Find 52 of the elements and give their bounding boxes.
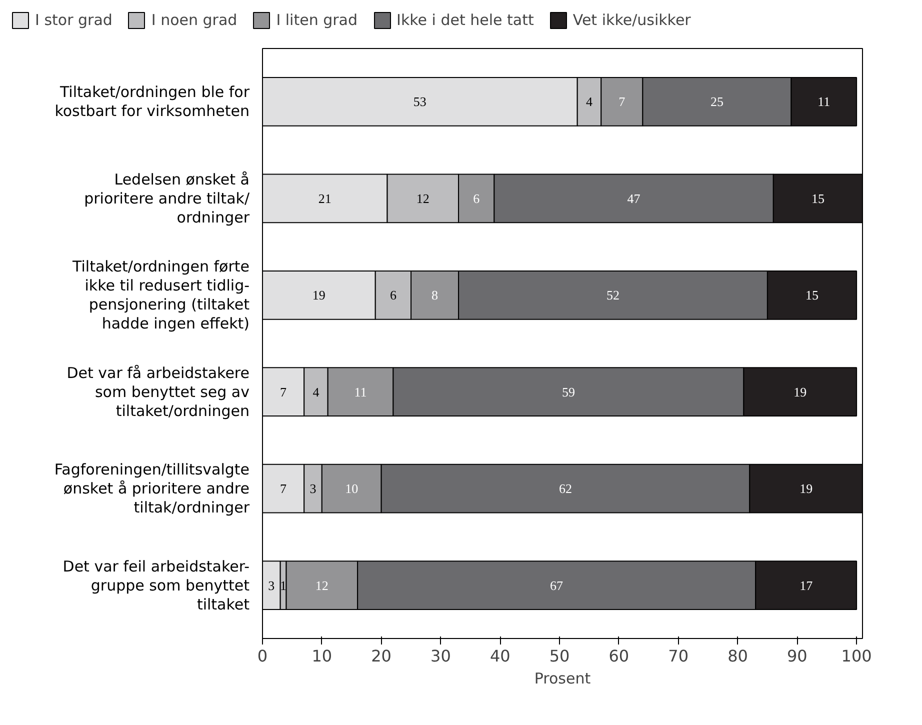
y-tick-label: Det var få arbeidstakere som benyttet seg av tiltaket/ordningen	[66, 364, 250, 420]
data-label: 11	[818, 94, 830, 110]
x-tick-label: 0	[257, 646, 268, 666]
data-label: 47	[627, 190, 641, 206]
data-label: 10	[345, 481, 358, 496]
data-label: 25	[710, 94, 724, 110]
data-label: 21	[318, 190, 332, 206]
data-label: 59	[562, 384, 575, 400]
legend-label: I noen grad	[151, 11, 238, 29]
data-label: 6	[390, 288, 397, 303]
y-tick-label: Det var feil arbeidstaker-gruppe som benyttet tiltaket	[62, 557, 250, 614]
x-tick-label: 80	[728, 646, 748, 666]
data-label: 19	[794, 384, 807, 400]
x-axis-title: Prosent	[534, 670, 591, 688]
data-label: 52	[606, 288, 620, 303]
x-tick-label: 50	[549, 646, 570, 666]
x-tick-label: 90	[786, 646, 808, 666]
y-tick-label: Ledelsen ønsket å prioritere andre tiltak/ ordninger	[84, 170, 250, 226]
data-label: 3	[268, 578, 275, 593]
x-tick-label: 60	[608, 646, 630, 666]
data-label: 4	[586, 94, 593, 110]
data-label: 53	[413, 94, 426, 110]
x-tick-label: 100	[841, 646, 872, 666]
legend-label: Ikke i det hele tatt	[396, 11, 534, 29]
data-label: 3	[310, 481, 316, 496]
y-tick-label: Tiltaket/ordningen førte ikke til redusert tidlig-pensjonering (tiltaket hadde ingen effekt)	[72, 258, 250, 333]
data-label: 7	[280, 481, 288, 496]
data-label: 19	[800, 481, 813, 496]
y-tick-label: Tiltaket/ordningen ble for kostbart for virksomheten	[54, 83, 250, 120]
data-label: 8	[432, 288, 438, 303]
y-tick-label: Fagforeningen/tillitsvalgte ønsket å prioritere andre tiltak/ordninger	[54, 460, 250, 517]
data-label: 11	[354, 384, 367, 400]
x-tick-label: 20	[371, 646, 392, 666]
x-tick-label: 30	[430, 646, 451, 666]
data-label: 7	[618, 94, 626, 110]
data-label: 15	[811, 190, 824, 206]
data-label: 19	[312, 288, 326, 303]
x-tick-label: 40	[490, 646, 510, 666]
data-label: 62	[558, 481, 572, 496]
data-label: 12	[416, 190, 430, 206]
data-label: 67	[550, 578, 564, 593]
data-label: 7	[280, 384, 288, 400]
data-label: 12	[315, 578, 328, 593]
data-label: 15	[806, 288, 819, 303]
x-tick-label: 70	[668, 646, 689, 666]
data-label: 17	[800, 578, 814, 593]
legend-label: I liten grad	[276, 11, 358, 29]
data-label: 4	[312, 384, 320, 400]
data-label: 6	[473, 190, 480, 206]
legend-label: I stor grad	[35, 11, 112, 29]
x-tick-label: 10	[312, 646, 332, 666]
legend-label: Vet ikke/usikker	[572, 11, 691, 29]
